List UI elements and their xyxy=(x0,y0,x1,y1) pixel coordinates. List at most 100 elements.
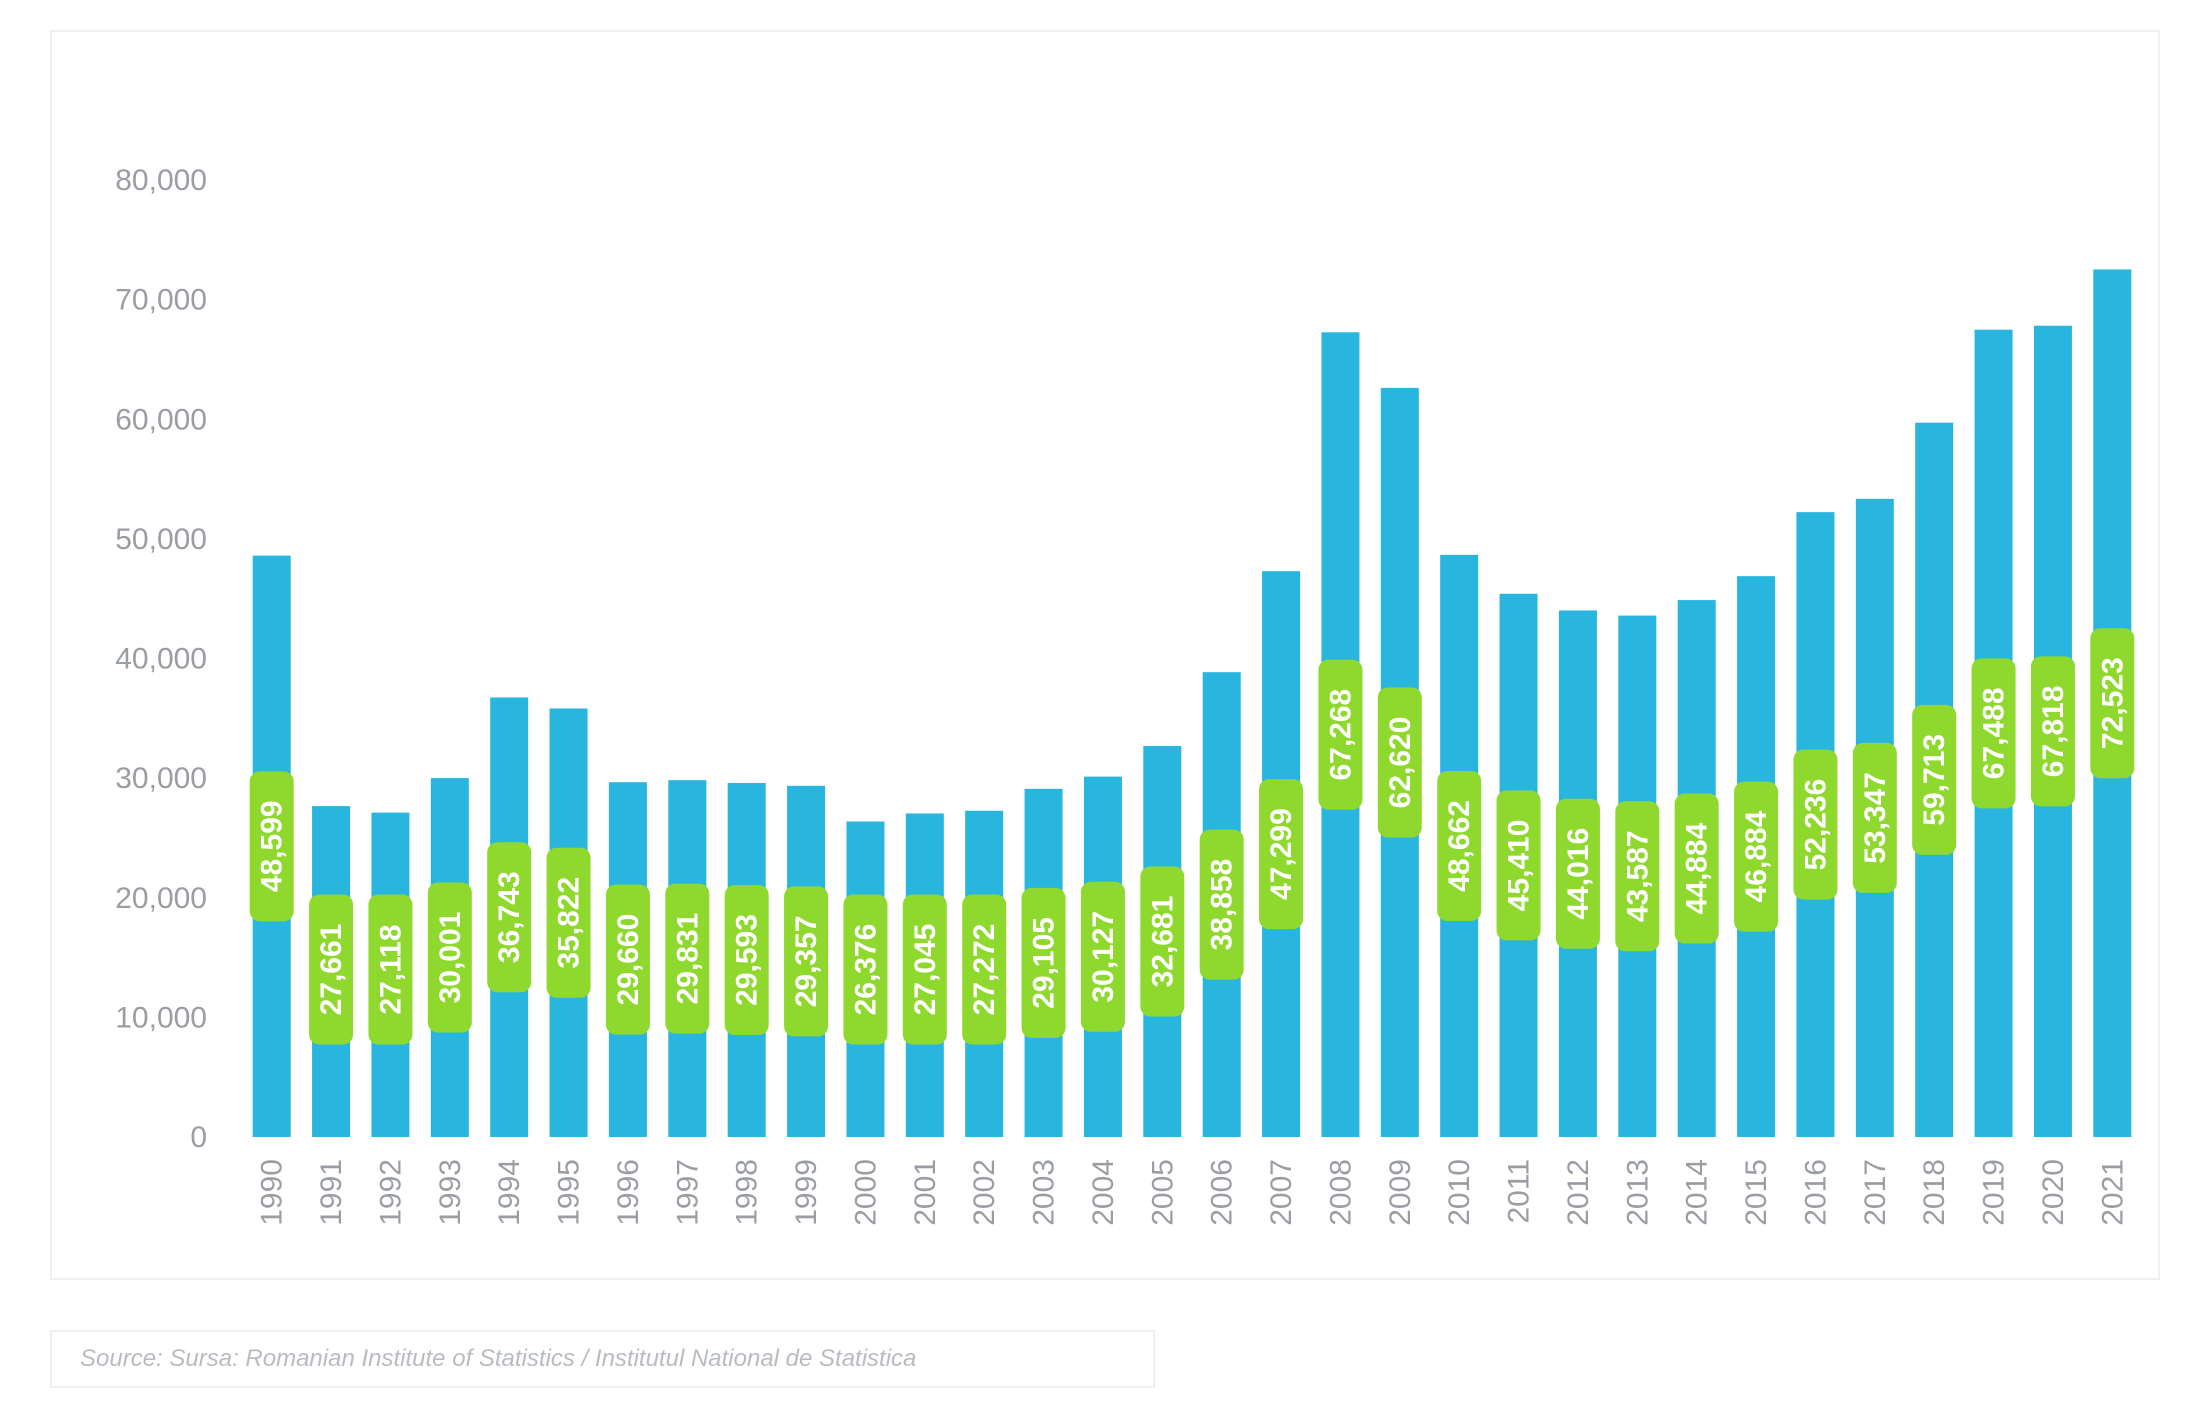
x-tick-label: 1997 xyxy=(671,1159,704,1226)
x-tick-label: 2009 xyxy=(1384,1159,1417,1226)
source-text: Source: Sursa: Romanian Institute of Sta… xyxy=(80,1345,917,1372)
data-label: 52,236 xyxy=(1799,779,1832,871)
data-label: 27,118 xyxy=(374,924,407,1014)
y-tick-label: 10,000 xyxy=(115,1001,207,1034)
data-label-badge xyxy=(368,894,413,1045)
data-label-badge xyxy=(249,771,294,922)
data-label: 67,818 xyxy=(2037,685,2070,777)
x-tick-label: 2011 xyxy=(1503,1159,1536,1224)
data-labels: 48,599 27,661 27,118 30,001 36,743 35,822 29,6… xyxy=(249,628,2135,1045)
x-tick-label: 1992 xyxy=(374,1159,407,1226)
data-label-badge xyxy=(724,884,769,1035)
y-tick-label: 30,000 xyxy=(115,762,207,795)
data-label-badge xyxy=(1318,659,1363,810)
data-label-badge xyxy=(2090,628,2135,779)
x-tick-label: 2020 xyxy=(2037,1159,2070,1226)
x-tick-label: 1996 xyxy=(612,1159,645,1226)
x-tick-label: 2006 xyxy=(1206,1159,1239,1226)
source-note: Source: Sursa: Romanian Institute of Sta… xyxy=(50,1330,1155,1388)
x-tick-label: 2016 xyxy=(1799,1159,1832,1226)
x-axis-ticks: 1990 1991 1992 1993 1994 1995 1996 1997 1998 1999… xyxy=(256,1159,2130,1226)
bar-chart: 0 10,000 20,000 30,000 40,000 50,000 60,000 70,… xyxy=(115,164,2135,1226)
data-label: 48,599 xyxy=(256,800,289,892)
chart-frame: 0 10,000 20,000 30,000 40,000 50,000 60,000 70,… xyxy=(50,30,2160,1280)
data-label: 62,620 xyxy=(1384,717,1417,809)
bars xyxy=(252,269,2132,1138)
data-label-badge xyxy=(1377,687,1422,838)
x-tick-label: 1995 xyxy=(553,1159,586,1226)
data-label-badge xyxy=(665,883,710,1034)
data-label: 38,858 xyxy=(1206,859,1239,951)
y-tick-label: 70,000 xyxy=(115,284,207,317)
x-tick-label: 2007 xyxy=(1265,1159,1298,1226)
data-label: 30,127 xyxy=(1087,911,1120,1003)
data-label: 29,105 xyxy=(1028,917,1061,1009)
x-tick-label: 2017 xyxy=(1859,1159,1892,1226)
y-axis-ticks: 0 10,000 20,000 30,000 40,000 50,000 60,000 70,… xyxy=(115,164,207,1154)
y-tick-label: 0 xyxy=(190,1121,207,1154)
data-label: 59,713 xyxy=(1918,734,1951,826)
data-label-badge xyxy=(1259,779,1304,930)
data-label-badge xyxy=(1674,793,1719,944)
data-label: 32,681 xyxy=(1146,896,1179,988)
data-label: 48,662 xyxy=(1443,800,1476,892)
data-label: 30,001 xyxy=(434,912,467,1004)
x-tick-label: 1991 xyxy=(315,1159,348,1226)
x-tick-label: 2019 xyxy=(1978,1159,2011,1226)
x-tick-label: 2014 xyxy=(1681,1159,1714,1226)
data-label-badge xyxy=(1496,790,1541,941)
y-tick-label: 80,000 xyxy=(115,164,207,197)
data-label-badge xyxy=(605,884,650,1035)
x-tick-label: 2005 xyxy=(1146,1159,1179,1226)
data-label-badge xyxy=(427,882,472,1033)
data-label: 29,660 xyxy=(612,914,645,1006)
data-label-badge xyxy=(1140,866,1185,1017)
x-tick-label: 2013 xyxy=(1621,1159,1654,1226)
x-tick-label: 2021 xyxy=(2096,1159,2129,1226)
x-tick-label: 2000 xyxy=(849,1159,882,1226)
data-label: 67,268 xyxy=(1324,689,1357,781)
data-label-badge xyxy=(902,894,947,1045)
data-label: 45,410 xyxy=(1503,820,1536,912)
data-label-badge xyxy=(1555,798,1600,949)
x-tick-label: 1990 xyxy=(256,1159,289,1226)
data-label: 43,587 xyxy=(1621,830,1654,922)
x-tick-label: 1994 xyxy=(493,1159,526,1226)
data-label: 36,743 xyxy=(493,871,526,963)
x-tick-label: 2008 xyxy=(1324,1159,1357,1226)
x-tick-label: 2004 xyxy=(1087,1159,1120,1226)
data-label-badge xyxy=(1021,887,1066,1038)
data-label-badge xyxy=(546,847,591,998)
data-label-badge xyxy=(1734,781,1779,932)
data-label-badge xyxy=(784,886,829,1037)
data-label-badge xyxy=(309,894,354,1045)
data-label-badge xyxy=(1199,829,1244,980)
data-label-badge xyxy=(1080,881,1125,1032)
y-tick-label: 40,000 xyxy=(115,643,207,676)
data-label: 46,884 xyxy=(1740,810,1773,902)
data-label-badge xyxy=(2030,656,2075,807)
data-label: 44,884 xyxy=(1681,822,1714,914)
data-label: 29,831 xyxy=(671,913,704,1005)
data-label-badge xyxy=(962,894,1007,1045)
data-label-badge xyxy=(1437,770,1482,921)
data-label: 29,593 xyxy=(731,914,764,1006)
x-tick-label: 2002 xyxy=(968,1159,1001,1226)
x-tick-label: 2018 xyxy=(1918,1159,1951,1226)
x-tick-label: 2015 xyxy=(1740,1159,1773,1226)
data-label-badge xyxy=(487,842,532,993)
x-tick-label: 2003 xyxy=(1028,1159,1061,1226)
data-label: 35,822 xyxy=(553,877,586,969)
y-tick-label: 50,000 xyxy=(115,523,207,556)
data-label: 72,523 xyxy=(2096,657,2129,749)
data-label: 29,357 xyxy=(790,916,823,1008)
data-label-badge xyxy=(1912,704,1957,855)
data-label: 53,347 xyxy=(1859,772,1892,864)
data-label-badge xyxy=(1852,742,1897,893)
data-label: 44,016 xyxy=(1562,828,1595,920)
x-tick-label: 2010 xyxy=(1443,1159,1476,1226)
x-tick-label: 1999 xyxy=(790,1159,823,1226)
data-label: 27,272 xyxy=(968,924,1001,1016)
x-tick-label: 1993 xyxy=(434,1159,467,1226)
x-tick-label: 2001 xyxy=(909,1159,942,1226)
